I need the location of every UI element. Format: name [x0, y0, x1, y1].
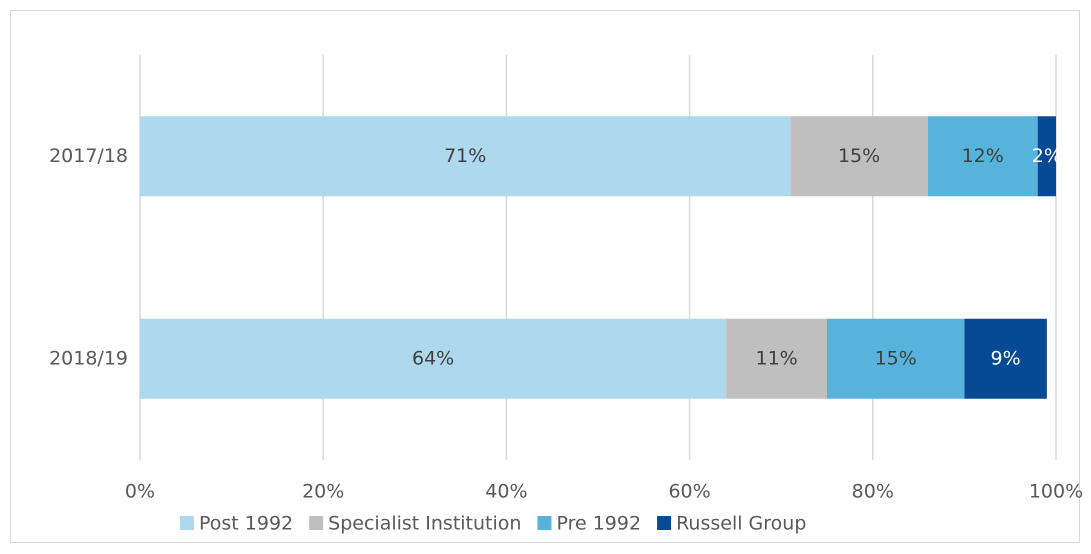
data-label: 2% [1032, 145, 1062, 167]
bar-segment [726, 318, 827, 399]
legend-label: Post 1992 [199, 513, 293, 535]
legend-label: Pre 1992 [556, 513, 641, 535]
x-tick-label: 40% [485, 481, 527, 503]
bar-segment [827, 318, 965, 399]
data-label: 64% [412, 347, 454, 369]
y-tick-label: 2017/18 [49, 145, 128, 167]
data-label: 12% [962, 145, 1004, 167]
bar-segment [790, 116, 928, 197]
data-label: 15% [875, 347, 917, 369]
legend-label: Russell Group [676, 513, 806, 535]
bar-segment [927, 116, 1038, 197]
x-tick-label: 100% [1029, 481, 1083, 503]
x-tick-label: 80% [852, 481, 894, 503]
data-label: 9% [991, 347, 1021, 369]
y-tick-label: 2018/19 [49, 347, 128, 369]
bar-segment [140, 116, 791, 197]
legend-swatch [180, 516, 194, 530]
bar-segment [964, 318, 1047, 399]
x-tick-label: 20% [302, 481, 344, 503]
x-tick-label: 60% [668, 481, 710, 503]
legend-swatch [657, 516, 672, 530]
legend-swatch [537, 516, 552, 530]
chart-frame [10, 10, 1080, 543]
legend-label: Specialist Institution [328, 513, 521, 535]
data-label: 71% [444, 145, 486, 167]
bar-segment [1037, 116, 1056, 197]
data-label: 11% [756, 347, 798, 369]
x-tick-label: 0% [125, 481, 155, 503]
legend-swatch [309, 516, 324, 530]
data-label: 15% [838, 145, 880, 167]
bar-segment [140, 318, 727, 399]
